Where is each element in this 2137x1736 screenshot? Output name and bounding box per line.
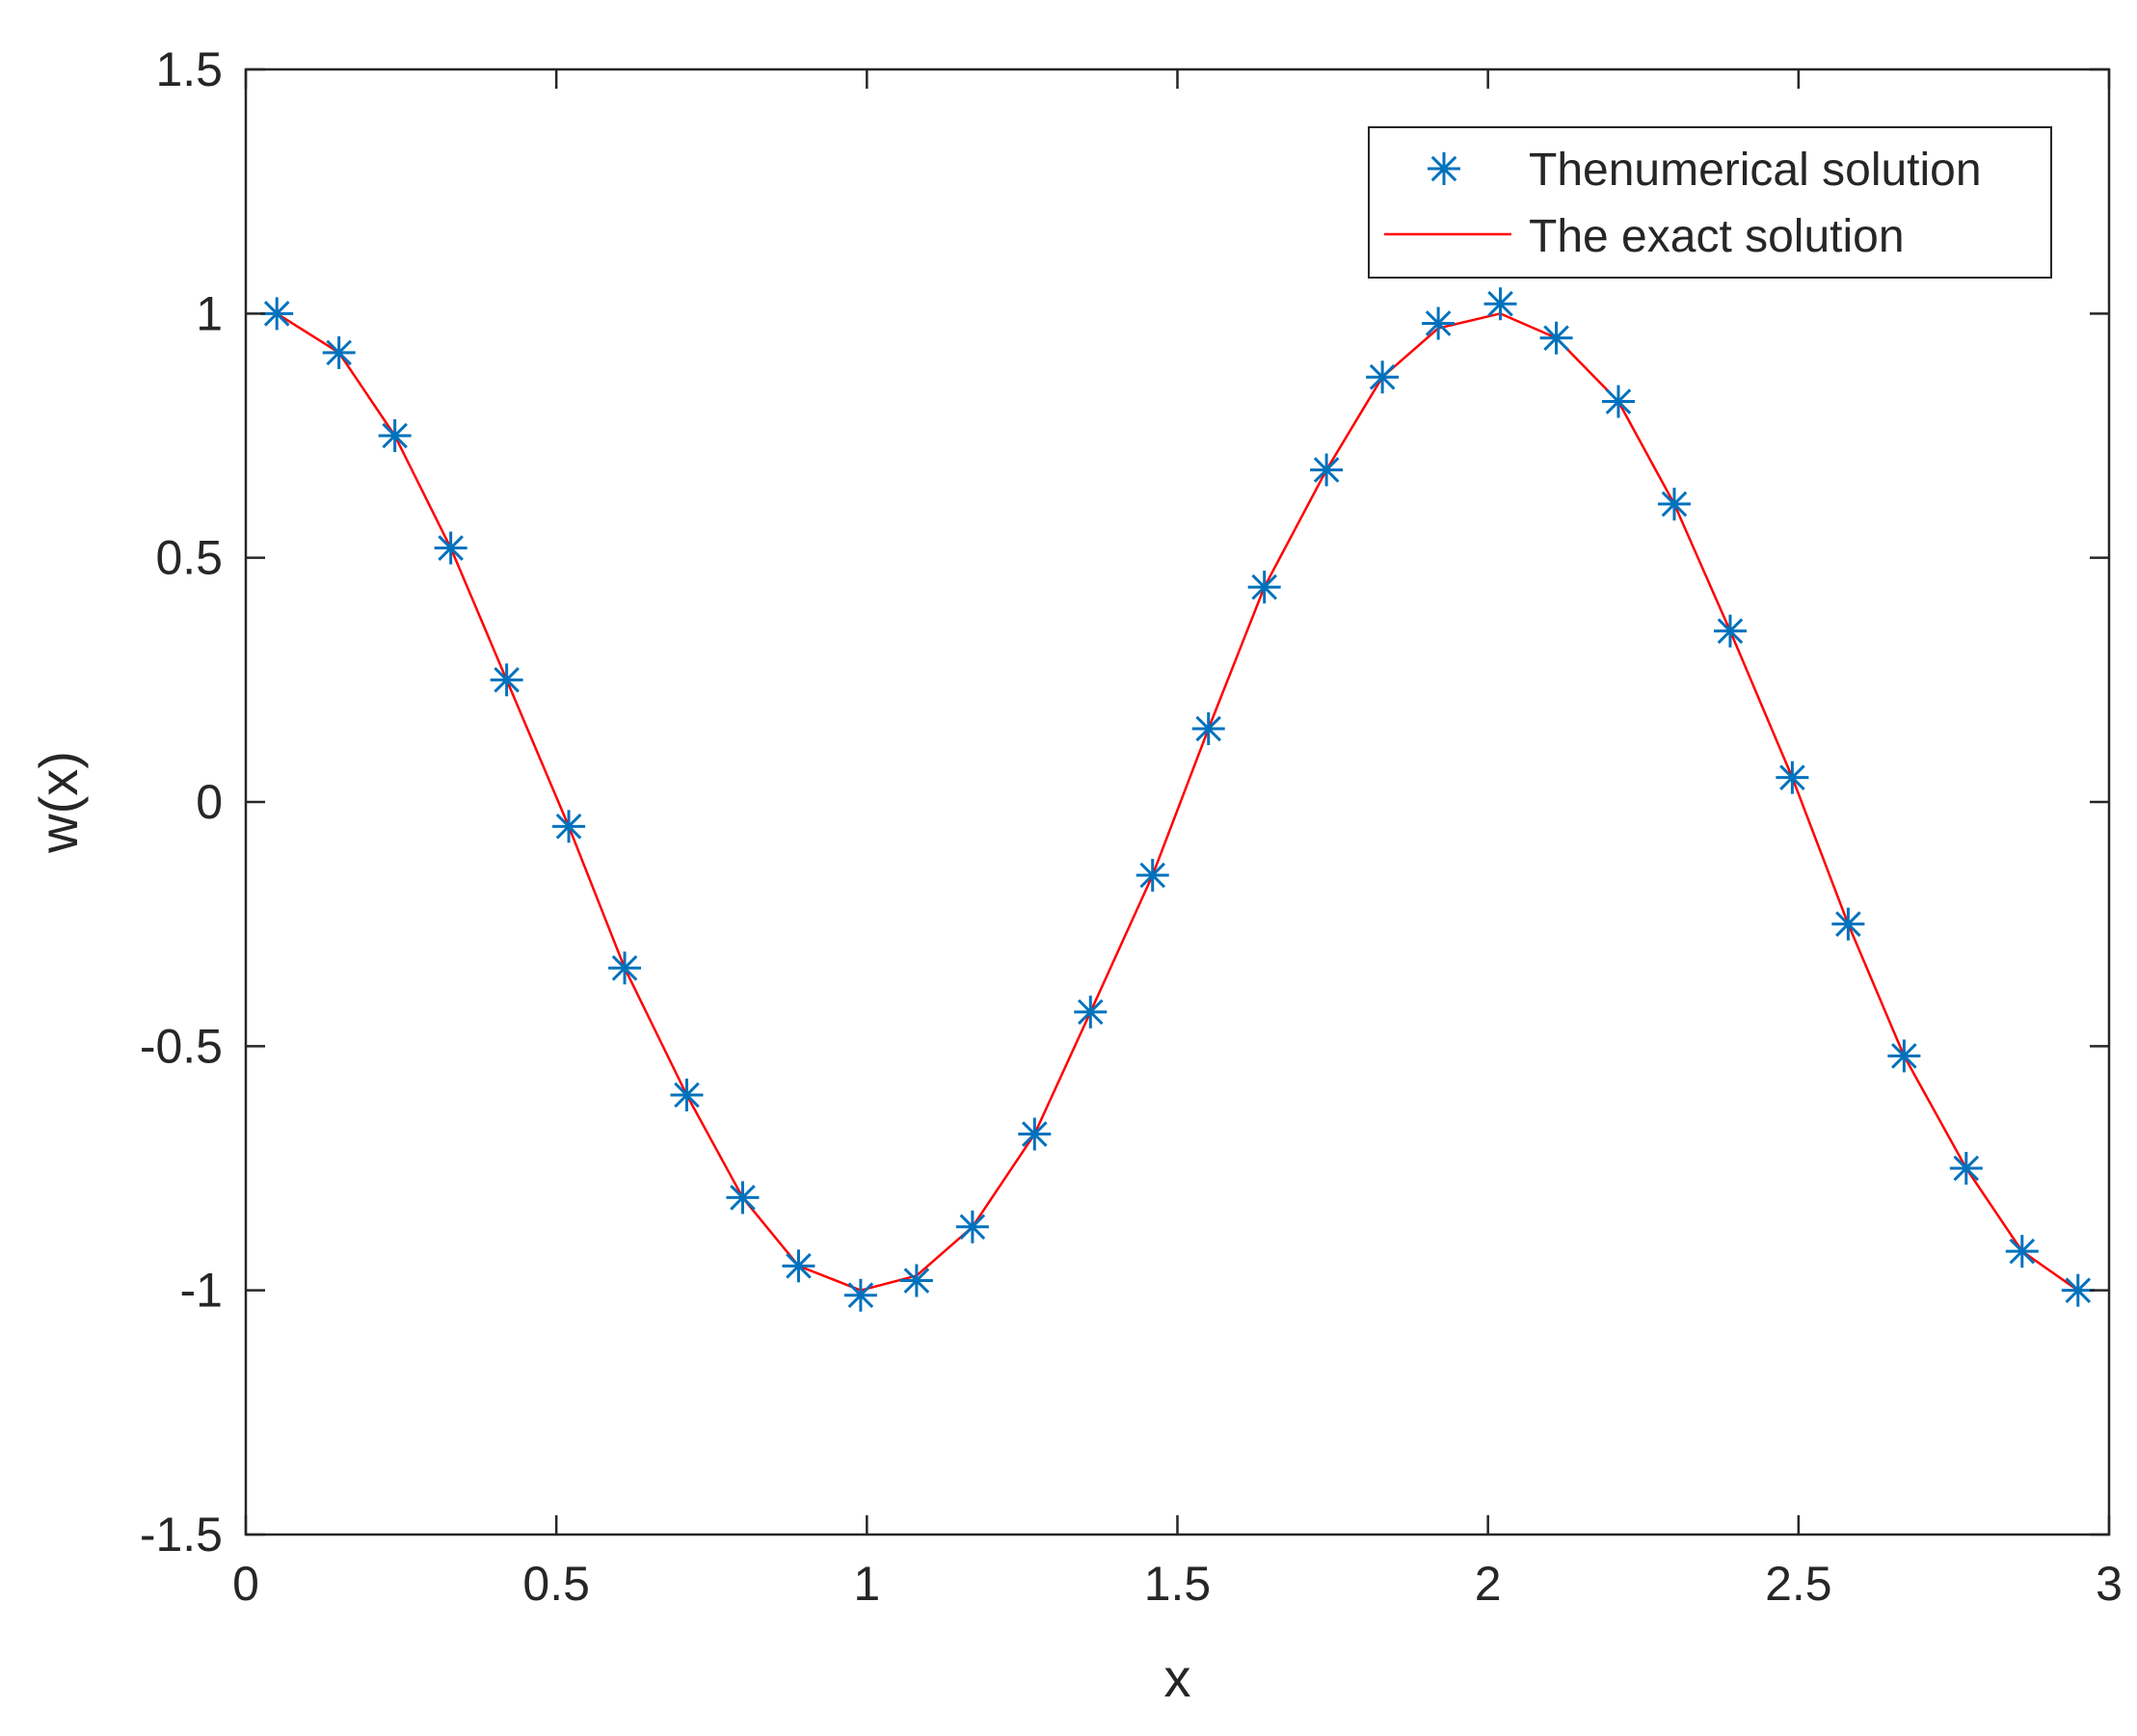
numerical-solution-point <box>378 419 412 452</box>
numerical-solution-point <box>434 531 467 565</box>
numerical-solution-point <box>2061 1273 2095 1307</box>
legend-box <box>1368 126 2052 279</box>
y-tick-label: 0 <box>196 775 223 829</box>
x-tick-label: 3 <box>2096 1557 2123 1611</box>
numerical-solution-point <box>1310 453 1344 487</box>
plot-markers <box>260 287 2095 1312</box>
numerical-solution-point <box>1135 859 1169 892</box>
ticks <box>244 67 2111 1536</box>
x-tick-label: 2.5 <box>1765 1557 1832 1611</box>
numerical-solution-point <box>1366 361 1400 394</box>
exact-solution-line <box>276 312 2079 1292</box>
x-tick-label: 1.5 <box>1144 1557 1212 1611</box>
numerical-solution-point <box>1018 1117 1052 1151</box>
x-tick-label: 2 <box>1475 1557 1502 1611</box>
numerical-solution-point <box>490 663 523 697</box>
numerical-solution-point <box>726 1181 760 1215</box>
y-tick-label: 1 <box>196 286 223 340</box>
y-axis-label: w(x) <box>28 751 89 854</box>
numerical-solution-point <box>322 335 356 369</box>
x-axis-label: x <box>1164 1647 1191 1708</box>
numerical-solution-point <box>1713 614 1747 648</box>
y-tick-label: -1 <box>180 1264 223 1318</box>
y-tick-label: 0.5 <box>155 531 223 585</box>
numerical-solution-point <box>1601 385 1635 418</box>
numerical-solution-point <box>670 1079 704 1111</box>
numerical-solution-point <box>1949 1152 1983 1185</box>
numerical-solution-point <box>1191 712 1225 745</box>
numerical-solution-point <box>608 951 642 985</box>
x-tick-label: 0.5 <box>522 1557 590 1611</box>
legend-label-exact: The exact solution <box>1529 211 1905 262</box>
numerical-solution-point <box>1887 1039 1921 1073</box>
numerical-solution-point <box>1776 761 1809 794</box>
numerical-solution-point <box>552 810 586 843</box>
x-tick-label: 0 <box>232 1557 259 1611</box>
y-tick-label: -1.5 <box>140 1508 223 1562</box>
numerical-solution-point <box>955 1210 989 1243</box>
numerical-solution-point <box>1539 321 1573 355</box>
numerical-solution-point <box>843 1278 877 1312</box>
numerical-solution-point <box>2005 1235 2039 1269</box>
numerical-solution-point <box>1074 995 1108 1028</box>
numerical-solution-point <box>1831 907 1865 941</box>
numerical-solution-point <box>1483 287 1517 321</box>
y-tick-label: 1.5 <box>155 42 223 96</box>
numerical-solution-point <box>1247 571 1281 604</box>
numerical-solution-point <box>260 297 294 331</box>
numerical-solution-point <box>899 1264 933 1297</box>
plot-lines <box>276 312 2079 1292</box>
numerical-solution-point <box>1422 307 1456 340</box>
tick-labels: 0 0.5 1 1.5 2 2.5 3 -1.5 -1 -0.5 0 0.5 1 1.5 <box>140 42 2123 1611</box>
legend: Thenumerical solution The exact solution <box>1368 126 2052 279</box>
numerical-solution-point <box>1657 487 1691 521</box>
numerical-solution-point <box>782 1249 815 1283</box>
legend-label-numerical: Thenumerical solution <box>1529 145 1982 196</box>
y-tick-label: -0.5 <box>140 1019 223 1073</box>
x-tick-label: 1 <box>853 1557 880 1611</box>
legend-asterisk-icon <box>1428 152 1460 185</box>
legend-marker-sample <box>1428 152 1460 185</box>
